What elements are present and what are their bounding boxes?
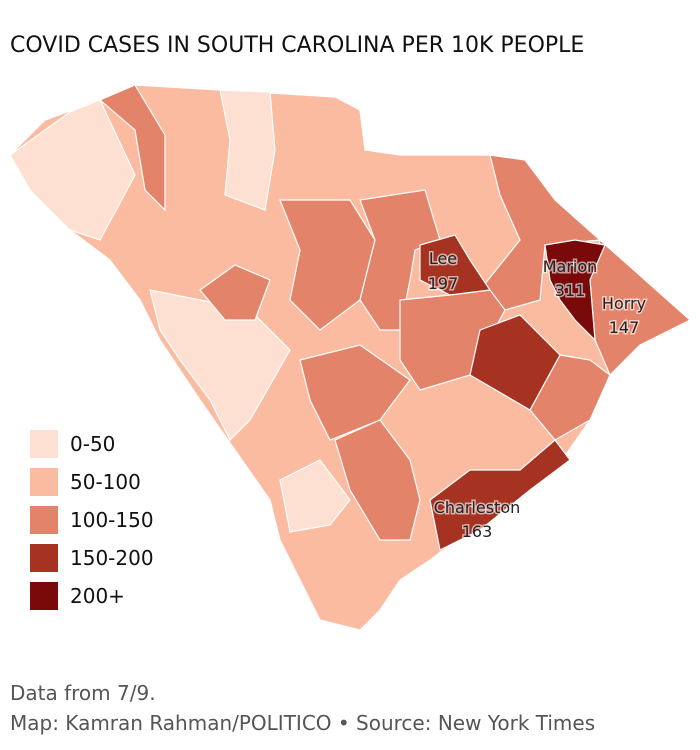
county: [429, 439, 571, 551]
county: [334, 419, 421, 541]
legend-label: 0-50: [70, 432, 115, 456]
legend-swatch: [30, 430, 58, 458]
county: [219, 89, 276, 211]
legend-swatch: [30, 544, 58, 572]
legend-swatch: [30, 506, 58, 534]
county: [479, 154, 602, 311]
annotations: Lee 197 Marion 311 Horry 147 Charleston …: [426, 248, 647, 543]
annotation-name: Lee: [429, 249, 457, 268]
annotation-value: 197: [428, 274, 459, 293]
county: [544, 239, 606, 342]
annotation-value: 147: [609, 318, 640, 337]
legend-swatch: [30, 582, 58, 610]
annotation-name: Charleston: [434, 498, 521, 517]
legend: 0-50 50-100 100-150 150-200 200+: [30, 430, 154, 610]
legend-label: 200+: [70, 584, 125, 608]
county: [279, 459, 351, 533]
county: [98, 84, 166, 212]
annotation-value: 311: [555, 281, 586, 300]
legend-label: 150-200: [70, 546, 154, 570]
county: [469, 314, 561, 411]
legend-label: 50-100: [70, 470, 141, 494]
legend-label: 100-150: [70, 508, 154, 532]
county: [9, 99, 136, 241]
annotation-name: Marion: [543, 257, 598, 276]
annotation-value: 163: [462, 522, 493, 541]
legend-swatch: [30, 468, 58, 496]
annotation-name: Horry: [602, 294, 646, 313]
title: COVID CASES IN SOUTH CAROLINA PER 10K PE…: [10, 33, 584, 58]
county: [199, 264, 271, 321]
county: [419, 234, 492, 296]
map: [9, 84, 692, 631]
county: [279, 199, 376, 331]
footer-note: Data from 7/9.: [10, 681, 156, 705]
footer-source: Map: Kamran Rahman/POLITICO • Source: Ne…: [10, 711, 595, 735]
